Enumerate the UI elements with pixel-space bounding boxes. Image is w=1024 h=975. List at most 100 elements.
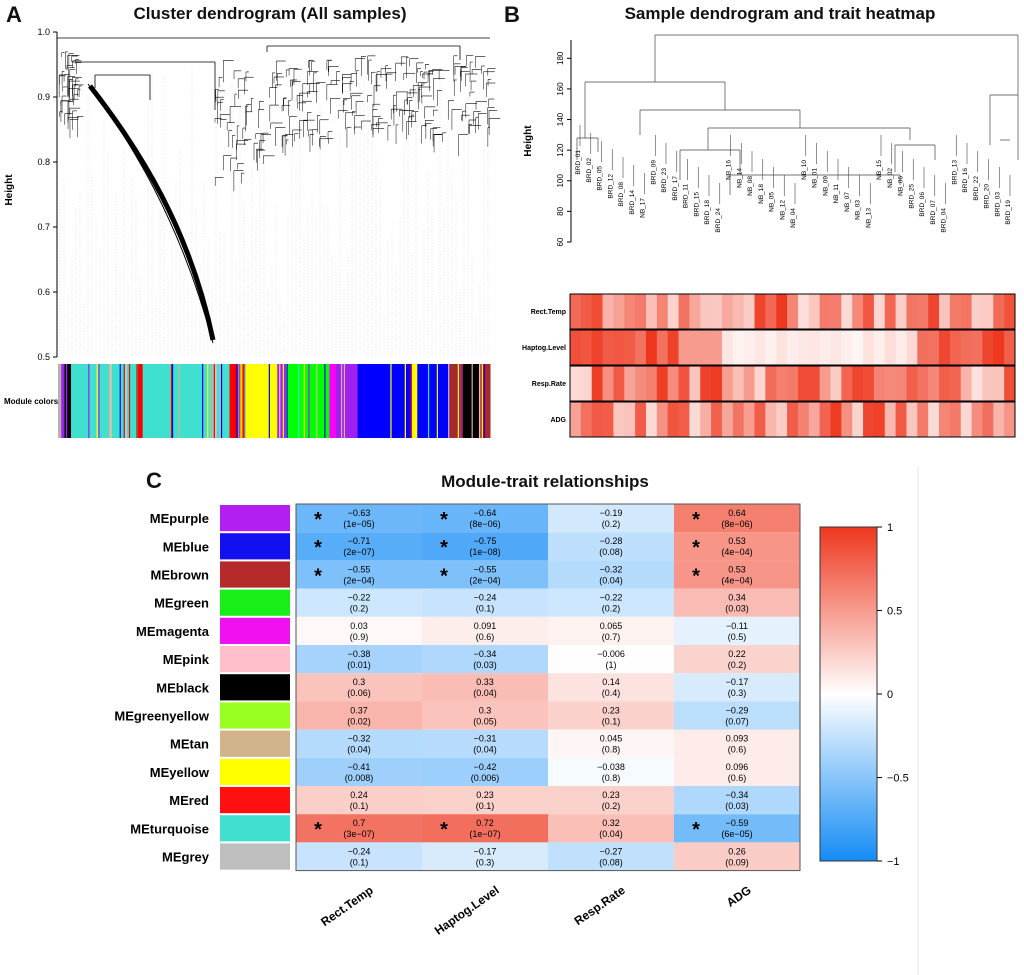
trait-cell (667, 330, 680, 365)
cell-pvalue: (0.03) (725, 801, 749, 811)
colorbar: 1 0.5 0 −0.5 −1 (819, 522, 909, 868)
module-label: MEblack (156, 680, 210, 695)
significance-star: * (440, 565, 448, 587)
significance-star: * (440, 509, 448, 531)
heat-cell (548, 588, 674, 617)
cell-pvalue: (0.9) (350, 632, 369, 642)
trait-cell (570, 330, 582, 365)
panel-b-tick-label: 180 (556, 51, 565, 65)
module-color-stripe (390, 364, 392, 438)
significance-star: * (314, 819, 322, 841)
module-color-segment (285, 364, 330, 438)
trait-cell (656, 330, 669, 365)
cell-value: 0.23 (602, 705, 620, 715)
module-trait-heatmap: MEpurple −0.63(1e−05)* −0.64(8e−06)* −0.19(… (114, 503, 801, 938)
trait-cell (1004, 402, 1016, 437)
significance-star: * (314, 565, 322, 587)
heatmap-border (295, 503, 801, 872)
trait-cell (982, 330, 994, 365)
trait-cell (830, 330, 842, 365)
cell-value: −0.42 (474, 762, 497, 772)
sample-label: BRD_06 (919, 192, 926, 217)
trait-label: Resp.Rate (532, 381, 566, 388)
module-color-stripe (481, 364, 483, 438)
trait-cell (602, 402, 614, 437)
module-color-segment (71, 364, 137, 438)
trait-cell (765, 402, 777, 437)
cell-value: −0.34 (474, 649, 497, 659)
module-color-segment (229, 364, 246, 438)
module-swatch (220, 561, 290, 588)
module-color-segment (61, 364, 66, 438)
heat-cell (674, 842, 800, 871)
module-color-stripe (109, 364, 111, 438)
trait-cell (808, 402, 821, 437)
sample-label: BRD_17 (672, 176, 679, 201)
trait-cell (808, 366, 821, 401)
heat-cell (422, 645, 548, 674)
sample-label: NB_01 (812, 168, 819, 188)
heat-cell (422, 616, 548, 645)
heat-cell (422, 757, 548, 786)
module-color-segment (462, 364, 480, 438)
sample-label: NB_13 (865, 208, 872, 228)
trait-cell (689, 366, 701, 401)
trait-cell (960, 402, 973, 437)
panel-a-tick-label: 0.9 (37, 92, 50, 102)
heat-cell (422, 588, 548, 617)
cell-pvalue: (0.01) (347, 660, 371, 670)
heat-cell (296, 673, 422, 702)
module-color-stripe (479, 364, 481, 438)
cell-pvalue: (0.04) (599, 829, 623, 839)
module-color-stripe (110, 364, 112, 438)
trait-cell (884, 366, 897, 401)
trait-cell (580, 294, 593, 329)
module-color-stripe (125, 364, 127, 438)
cell-value: 0.24 (350, 790, 368, 800)
sample-label: BRD_03 (994, 192, 1001, 217)
trait-cell (570, 294, 582, 329)
trait-cell (906, 366, 918, 401)
sample-label: BRD_14 (629, 190, 636, 215)
sample-label: BRD_04 (941, 208, 948, 233)
module-color-stripe (209, 364, 212, 438)
trait-cell (873, 330, 886, 365)
trait-cell (906, 402, 918, 437)
module-swatch (220, 730, 290, 757)
module-color-stripe (268, 364, 270, 438)
cell-value: 0.23 (476, 790, 494, 800)
heat-cell (296, 504, 422, 533)
sample-label: BRD_25 (908, 184, 915, 209)
trait-cell (928, 366, 940, 401)
module-color-stripe (88, 364, 90, 438)
trait-cell (591, 402, 604, 437)
cell-value: 0.34 (728, 593, 746, 603)
cell-value: 0.53 (728, 564, 746, 574)
module-color-stripe (427, 364, 430, 438)
trait-cell (982, 366, 994, 401)
trait-cell (852, 366, 864, 401)
colorbar-tick-label: 1 (887, 522, 893, 534)
panel-a-ylabel: Height (4, 174, 15, 206)
colorbar-tick-label: −1 (887, 856, 900, 868)
trait-cell (765, 294, 777, 329)
module-color-stripe (410, 364, 412, 438)
module-color-segment (58, 364, 62, 438)
module-color-segment (357, 364, 413, 438)
module-color-stripe (170, 364, 173, 438)
trait-cell (721, 402, 734, 437)
trait-cell (776, 330, 788, 365)
heat-cell (674, 814, 800, 843)
panel-a-tree (56, 37, 501, 357)
cell-pvalue: (1e−05) (343, 519, 374, 529)
heat-cell (296, 532, 422, 561)
trait-cell (754, 402, 766, 437)
module-color-stripe (128, 364, 131, 438)
module-color-segment (138, 364, 144, 438)
module-color-stripe (171, 364, 174, 438)
panel-b-sample-labels: BRD_01 BRD_02 BRD_05 BRD_12 BRD_08 BRD_14 NB_1… (575, 150, 1012, 233)
cell-pvalue: (0.06) (347, 688, 371, 698)
heat-cell (422, 729, 548, 758)
module-swatch (220, 758, 290, 785)
trait-cell (624, 294, 636, 329)
